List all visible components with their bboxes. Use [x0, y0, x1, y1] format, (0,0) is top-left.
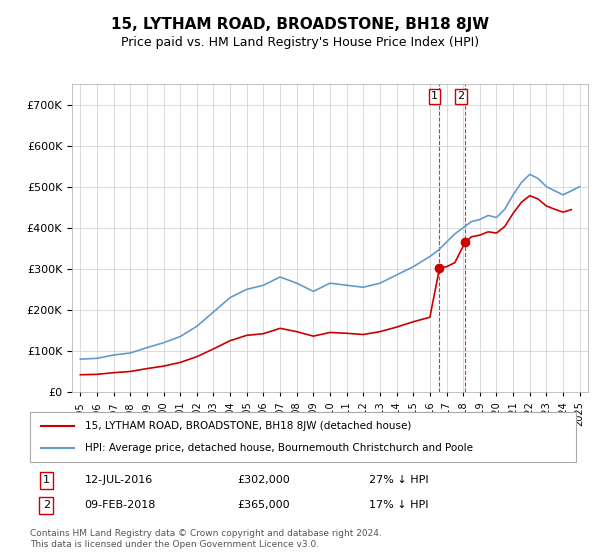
- Text: £302,000: £302,000: [238, 475, 290, 485]
- Text: 1: 1: [431, 91, 438, 101]
- Text: 1: 1: [43, 475, 50, 485]
- Text: 09-FEB-2018: 09-FEB-2018: [85, 501, 156, 510]
- Text: HPI: Average price, detached house, Bournemouth Christchurch and Poole: HPI: Average price, detached house, Bour…: [85, 443, 473, 453]
- Text: 2: 2: [457, 91, 464, 101]
- Text: £365,000: £365,000: [238, 501, 290, 510]
- Text: 15, LYTHAM ROAD, BROADSTONE, BH18 8JW (detached house): 15, LYTHAM ROAD, BROADSTONE, BH18 8JW (d…: [85, 421, 411, 431]
- Text: Price paid vs. HM Land Registry's House Price Index (HPI): Price paid vs. HM Land Registry's House …: [121, 36, 479, 49]
- Text: 12-JUL-2016: 12-JUL-2016: [85, 475, 153, 485]
- Text: 27% ↓ HPI: 27% ↓ HPI: [368, 475, 428, 485]
- FancyBboxPatch shape: [30, 412, 576, 462]
- Text: 15, LYTHAM ROAD, BROADSTONE, BH18 8JW: 15, LYTHAM ROAD, BROADSTONE, BH18 8JW: [111, 17, 489, 32]
- Text: 17% ↓ HPI: 17% ↓ HPI: [368, 501, 428, 510]
- Text: 2: 2: [43, 501, 50, 510]
- Text: Contains HM Land Registry data © Crown copyright and database right 2024.
This d: Contains HM Land Registry data © Crown c…: [30, 529, 382, 549]
